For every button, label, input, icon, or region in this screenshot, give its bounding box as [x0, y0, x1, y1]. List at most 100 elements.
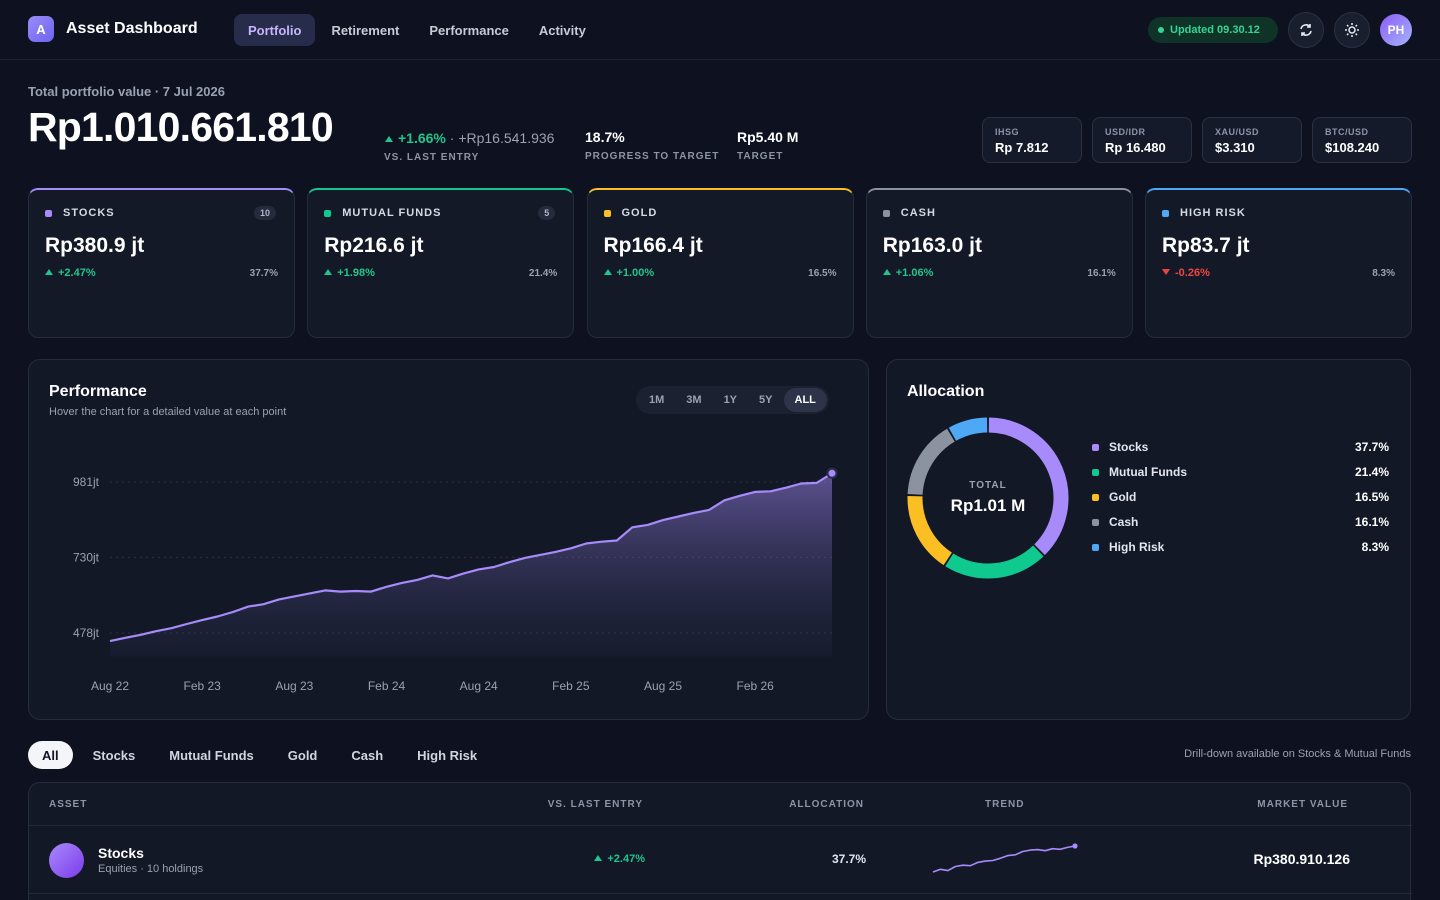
filter-tab[interactable]: Mutual Funds	[155, 741, 268, 769]
asset-card: STOCKS 10 Rp380.9 jt +2.47% 37.7%	[28, 188, 295, 338]
sparkline-end	[1072, 843, 1078, 849]
nav-tab[interactable]: Portfolio	[234, 14, 316, 46]
row-change: +2.47%	[594, 853, 645, 865]
refresh-button[interactable]	[1288, 12, 1324, 48]
stat-label: PROGRESS TO TARGET	[585, 151, 720, 162]
allocation-donut: TOTAL Rp1.01 M	[907, 417, 1069, 579]
filter-tab[interactable]: Stocks	[79, 741, 150, 769]
total-label: Total portfolio value · 7 Jul 2026	[28, 84, 225, 99]
asset-card: MUTUAL FUNDS 5 Rp216.6 jt +1.98% 21.4%	[307, 188, 575, 338]
card-dot	[882, 210, 890, 217]
card-name: HIGH RISK	[1180, 207, 1246, 219]
x-tick-label: Feb 24	[368, 679, 406, 693]
card-value: Rp83.7 jt	[1162, 234, 1250, 257]
filter-tab[interactable]: High Risk	[403, 741, 491, 769]
card-change: +1.00%	[604, 267, 655, 279]
ticker-value: Rp 7.812	[995, 140, 1049, 155]
range-button[interactable]: 1Y	[713, 388, 748, 412]
asset-detail: Equities · 10 holdings	[98, 863, 204, 875]
donut-segment	[907, 495, 953, 566]
range-button[interactable]: ALL	[783, 388, 827, 412]
ticker-label: IHSG	[995, 127, 1020, 137]
nav-tab[interactable]: Activity	[525, 14, 600, 46]
range-button[interactable]: 3M	[675, 388, 712, 412]
y-tick-label: 730jt	[73, 550, 100, 564]
sun-icon	[1345, 23, 1359, 37]
end-point	[826, 467, 838, 479]
legend-value: 16.1%	[1354, 515, 1389, 529]
legend-name: High Risk	[1109, 540, 1165, 554]
allocation-panel: Allocation TOTAL Rp1.01 M Stocks 37.7% Mut…	[886, 359, 1411, 720]
change-label: VS. LAST ENTRY	[384, 152, 480, 163]
card-name: CASH	[900, 207, 936, 219]
avatar[interactable]: PH	[1380, 14, 1412, 46]
change-percent: +1.66%	[385, 130, 446, 146]
line	[109, 472, 833, 643]
card-change: -0.26%	[1162, 267, 1210, 279]
area	[110, 473, 832, 657]
legend-dot	[1092, 494, 1099, 501]
ticker: IHSG Rp 7.812	[982, 117, 1082, 163]
column-header: ASSET	[49, 799, 88, 810]
card-share: 8.3%	[1372, 268, 1395, 279]
panel-subtitle: Hover the chart for a detailed value at …	[49, 406, 287, 418]
performance-panel: Performance Hover the chart for a detail…	[28, 359, 869, 720]
card-dot	[324, 210, 332, 217]
x-tick-label: Aug 22	[91, 679, 129, 693]
theme-button[interactable]	[1334, 12, 1370, 48]
asset-tabs: All Stocks Mutual Funds Gold Cash High Risk	[28, 741, 491, 769]
legend-value: 37.7%	[1354, 440, 1389, 454]
stat-label: TARGET	[737, 151, 784, 162]
performance-chart: 478jt 730jt 981jt Aug 22 Feb 23 Aug 23 Feb 24 A…	[73, 467, 838, 693]
range-button[interactable]: 5Y	[748, 388, 783, 412]
column-header: TREND	[985, 799, 1025, 810]
card-dot	[1162, 210, 1169, 217]
legend-value: 8.3%	[1361, 540, 1389, 554]
asset-card: HIGH RISK Rp83.7 jt -0.26% 8.3%	[1145, 188, 1412, 338]
filter-tab[interactable]: Gold	[274, 741, 332, 769]
x-tick-label: Aug 25	[644, 679, 682, 693]
card-value: Rp163.0 jt	[882, 234, 982, 257]
y-tick-label: 478jt	[73, 626, 100, 640]
asset-card: GOLD Rp166.4 jt +1.00% 16.5%	[586, 188, 854, 338]
refresh-icon	[1300, 24, 1312, 36]
stat-value: Rp5.40 M	[737, 129, 799, 145]
card-share: 16.1%	[1087, 268, 1116, 279]
status-pill: Updated 09.30.12	[1148, 17, 1278, 43]
ticker-value: $108.240	[1325, 140, 1380, 155]
x-tick-label: Feb 23	[183, 679, 221, 693]
legend-name: Cash	[1109, 515, 1139, 529]
asset-card: CASH Rp163.0 jt +1.06% 16.1%	[865, 188, 1133, 338]
card-value: Rp166.4 jt	[603, 234, 703, 257]
range-button[interactable]: 1M	[638, 388, 675, 412]
change-amount: · +Rp16.541.936	[449, 130, 555, 146]
status-text: Updated 09.30.12	[1170, 24, 1260, 36]
filter-tab[interactable]: All	[28, 741, 73, 769]
x-tick-label: Feb 25	[552, 679, 590, 693]
ticker-label: BTC/USD	[1325, 127, 1369, 137]
x-tick-label: Feb 26	[737, 679, 775, 693]
range-selector: 1M 3M 1Y 5Y ALL	[636, 386, 829, 414]
nav-bar: Portfolio Retirement Performance Activity	[234, 14, 600, 46]
donut-segment	[988, 417, 1069, 555]
x-tick-label: Aug 23	[275, 679, 313, 693]
donut-segment	[945, 545, 1044, 579]
nav-tab[interactable]: Retirement	[317, 14, 413, 46]
card-value: Rp380.9 jt	[45, 234, 145, 257]
table-trends	[932, 843, 1078, 873]
card-change: +1.98%	[324, 267, 375, 279]
holdings-table: ASSET VS. LAST ENTRY ALLOCATION TREND MARKET…	[28, 782, 1412, 900]
legend-name: Stocks	[1109, 440, 1149, 454]
nav-tab[interactable]: Performance	[415, 14, 522, 46]
legend-value: 21.4%	[1354, 465, 1389, 479]
y-tick-label: 981jt	[73, 475, 100, 489]
table-row[interactable]: Stocks Equities · 10 holdings +2.47% 37.7% R…	[29, 826, 1412, 894]
row-value: Rp380.910.126	[1253, 851, 1350, 867]
ticker-value: Rp 16.480	[1105, 140, 1166, 155]
legend-name: Mutual Funds	[1109, 465, 1187, 479]
filter-tab[interactable]: Cash	[337, 741, 397, 769]
card-dot	[603, 210, 611, 217]
legend-value: 16.5%	[1354, 490, 1389, 504]
stat-value: 18.7%	[585, 129, 625, 145]
